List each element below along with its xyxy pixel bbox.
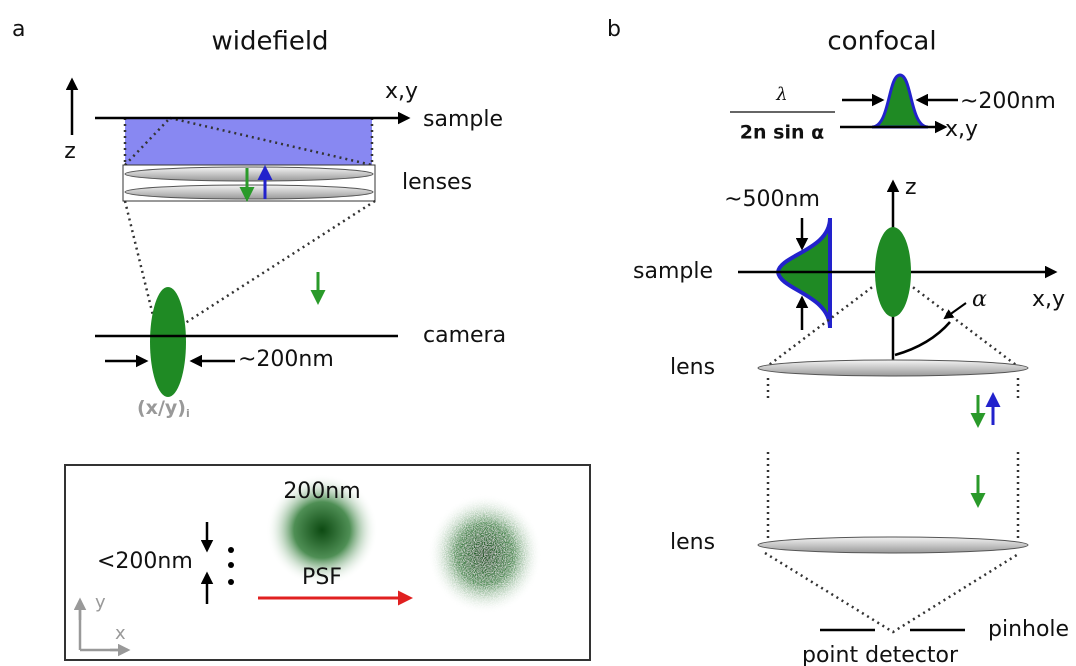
diagram: a widefield z x,y sample lenses camera ~… [0,0,1076,666]
lenses-label: lenses [402,170,472,195]
lens [758,537,1028,553]
panel-letter: b [607,17,621,42]
panel-title: widefield [211,27,328,57]
lens [125,185,373,199]
axis-label: y [95,592,106,613]
panel-a: a widefield z x,y sample lenses camera ~… [12,17,590,660]
image-spot [150,287,186,397]
axis-label: x,y [385,79,418,104]
angle-arc [895,322,950,355]
lens-label: lens [670,355,715,380]
angle-label: α [972,287,987,312]
panel-b: b confocal λ 2n sin α ~200nm x,y ~500nm … [607,17,1069,666]
emitters [228,547,234,585]
position-text: (x/y) [137,397,186,419]
noisy-image [428,494,542,614]
width-label: ~200nm [238,347,334,372]
psf-label: PSF [302,565,342,590]
lens-label: lens [670,530,715,555]
axis-label: x [115,623,126,644]
axial-label: ~500nm [724,187,820,212]
focal-spot [875,227,911,317]
axis-label: x,y [945,117,978,142]
psf-size: 200nm [283,479,360,504]
sample-label: sample [423,107,503,132]
lateral-label: ~200nm [960,89,1056,114]
axis-label: z [64,139,76,164]
formula-denominator: 2n sin α [740,122,824,144]
beam-edge [768,378,1018,540]
lens [758,360,1028,376]
panel-title: confocal [827,27,936,57]
position-subscript: i [186,407,190,420]
sample-label: sample [633,259,713,284]
lens [125,167,373,181]
axis-label: z [905,175,917,200]
position-label: (x/y)i [137,397,190,421]
separation-label: <200nm [97,549,193,574]
axis-label: x,y [1032,287,1065,312]
camera-label: camera [423,323,506,348]
pinhole-label: pinhole [988,617,1069,642]
angle-arrow [945,303,966,318]
formula-numerator: λ [775,84,787,105]
panel-letter: a [12,17,25,42]
detector-label: point detector [802,643,959,666]
detection-cone [765,553,1020,632]
